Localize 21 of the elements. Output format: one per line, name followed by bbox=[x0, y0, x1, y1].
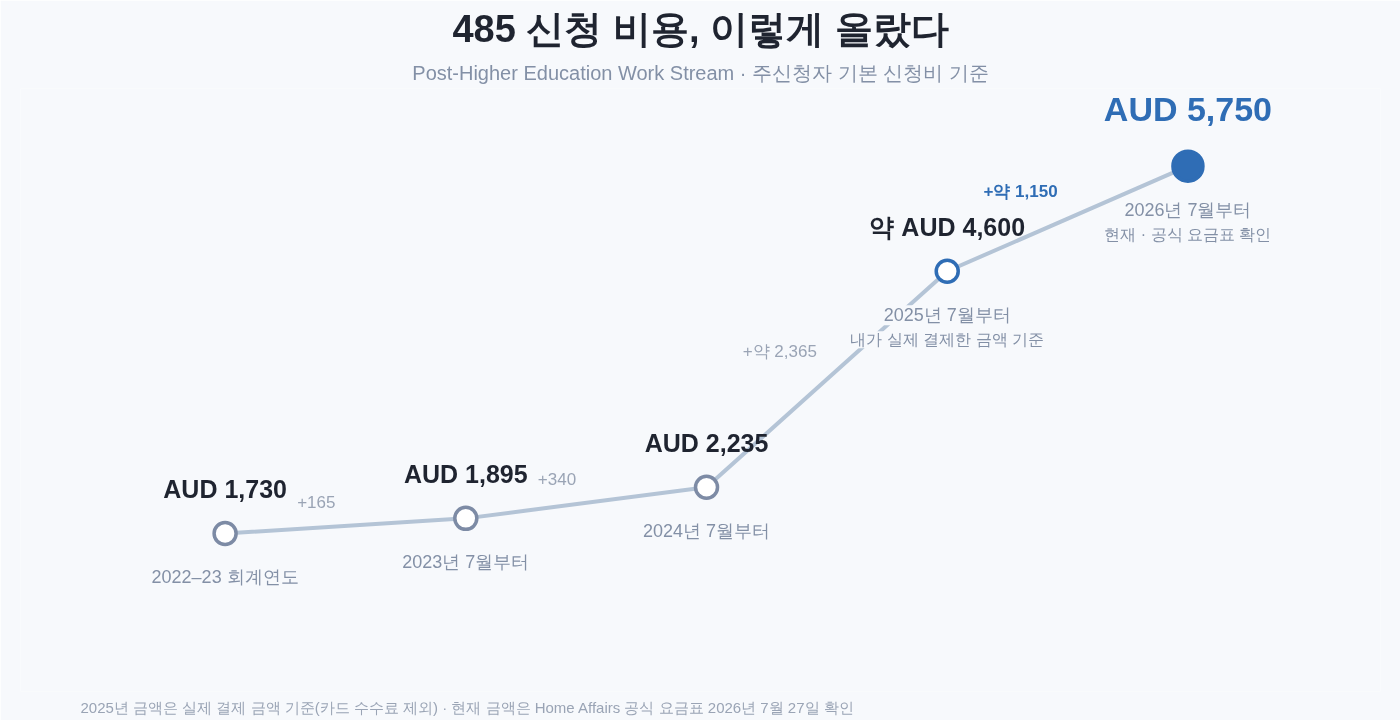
chart-subtitle: Post-Higher Education Work Stream · 주신청자 기본 신청비 기준 bbox=[412, 61, 989, 84]
point bbox=[212, 520, 238, 547]
text: 2025년 금액은 실제 결제 금액 기준(카드 수수료 제외) · 현재 금액은 Home Affairs 공식 요금표 2026년 7월 27일 확인 bbox=[80, 698, 854, 716]
x-tick-label: 2023년 7월부터 bbox=[402, 552, 530, 573]
annotation: +약 2,365 bbox=[742, 342, 817, 362]
chart-title: 485 신청 비용, 이렇게 올랐다 bbox=[452, 7, 949, 50]
data-label: 약 AUD 4,600 bbox=[869, 213, 1026, 242]
annotation: +165 bbox=[297, 492, 336, 512]
data-label: AUD 1,730 bbox=[163, 475, 287, 504]
x-tick-label: 2026년 7월부터 현재 · 공식 요금표 확인 bbox=[1104, 200, 1272, 244]
data-label: AUD 5,750 bbox=[1103, 90, 1273, 129]
x-tick-label: 2022–23 회계연도 bbox=[151, 567, 299, 588]
annotation: +340 bbox=[537, 469, 577, 489]
x-tick-label: 2025년 7월부터 내가 실제 결제한 금액 기준 bbox=[850, 305, 1045, 349]
point bbox=[453, 505, 479, 532]
data-label: AUD 1,895 bbox=[403, 460, 528, 489]
point bbox=[693, 474, 720, 501]
point bbox=[934, 258, 960, 284]
annotation: +약 1,150 bbox=[983, 181, 1058, 201]
x-tick-label: 2024년 7월부터 bbox=[642, 521, 771, 542]
data-label: AUD 2,235 bbox=[644, 429, 769, 458]
